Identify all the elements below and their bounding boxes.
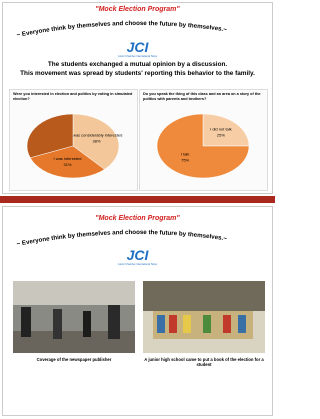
text-line: This movement was spread by students' re… (3, 70, 272, 77)
photo-caption: Coverage of the newspaper publisher (12, 357, 136, 362)
slide-title: "Mock Election Program" (3, 215, 272, 222)
logo: JCI (3, 39, 272, 55)
slice-label: I did not talk (210, 127, 232, 132)
value-label: 31% (63, 162, 71, 167)
text-line: The students exchanged a mutual opinion … (3, 61, 272, 68)
value-label: 38% (93, 139, 101, 144)
logo-caption: Junior Chamber International Tokyo (3, 55, 272, 58)
slide-title: "Mock Election Program" (3, 6, 272, 13)
logo: JCI (3, 247, 272, 263)
photo-caption: A junior high school came to put a book … (142, 357, 266, 367)
value-label: 75% (181, 157, 189, 162)
chart-panel: Do you speak the thing of this class and… (139, 89, 268, 191)
tagline-text: ~ Everyone think by themselves and choos… (16, 20, 228, 39)
photo (13, 281, 135, 353)
value-label: 25% (217, 133, 225, 138)
photo (143, 281, 265, 353)
tagline-path: ~ Everyone think by themselves and choos… (16, 20, 228, 39)
chart-title: Do you speak the thing of this class and… (143, 92, 263, 101)
page: "Mock Election Program" ~ Everyone think… (0, 0, 275, 419)
slice-label: I talk (181, 151, 189, 156)
chart-panel: Were you interested in election and poli… (9, 89, 138, 191)
tagline-path: ~ Everyone think by themselves and choos… (16, 229, 228, 248)
chart-title: Were you interested in election and poli… (13, 92, 133, 101)
slice-label: I was interested (53, 156, 81, 161)
logo-caption: Junior Chamber International Tokyo (3, 263, 272, 266)
divider (0, 196, 275, 203)
tagline-text: ~ Everyone think by themselves and choos… (16, 229, 228, 248)
slice-label: I was considerably interested (71, 133, 123, 138)
slide: "Mock Election Program" ~ Everyone think… (2, 206, 273, 416)
slide: "Mock Election Program" ~ Everyone think… (2, 2, 273, 194)
